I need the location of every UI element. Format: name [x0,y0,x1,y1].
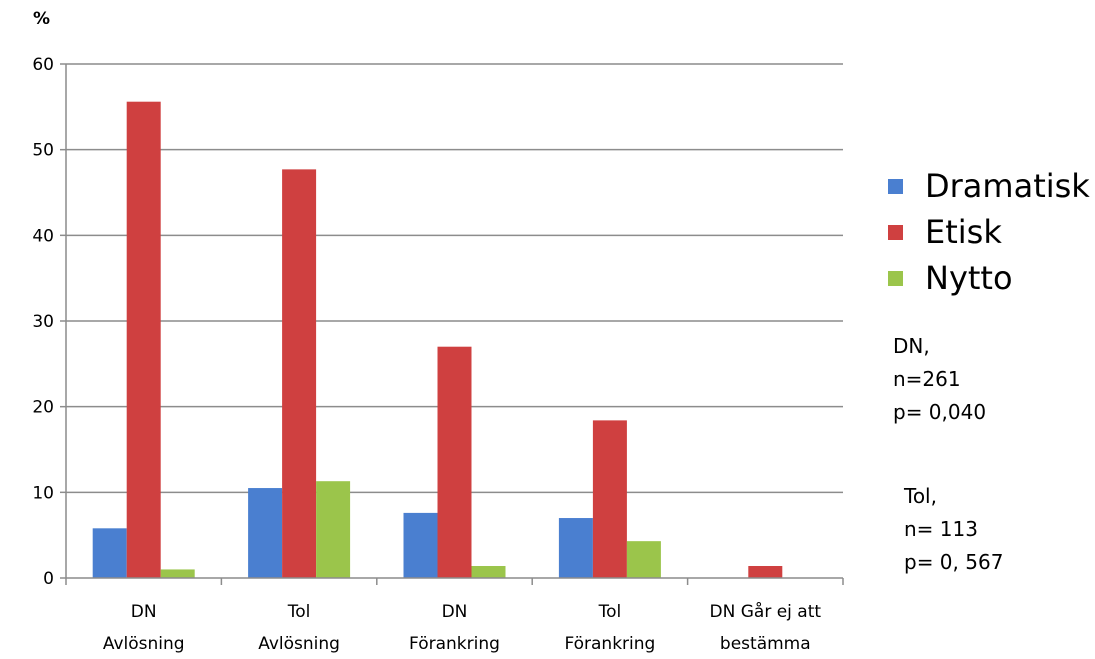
note-dn-line: n=261 [893,367,961,391]
legend-swatch-etisk [888,224,903,240]
bar-nytto [626,541,661,578]
y-tick-label: 20 [32,398,54,418]
x-tick-label: Förankring [409,634,500,654]
legend-swatch-nytto [888,270,903,286]
x-tick-label: bestämma [720,634,811,654]
legend: Dramatisk Etisk Nytto [888,163,1090,301]
x-tick-label: Avlösning [258,634,340,654]
x-tick-label: DN Går ej att [710,601,822,622]
bar-nytto [160,569,195,578]
bar-dramatisk [248,488,283,578]
note-dn: DN, n=261 p= 0,040 [893,330,986,429]
x-tick-label: Förankring [564,634,655,654]
y-axis-label: % [33,9,50,29]
bar-etisk [592,420,627,578]
bar-nytto [316,481,351,578]
note-dn-line: p= 0,040 [893,400,987,424]
bar-etisk [437,346,472,578]
y-tick-label: 40 [32,226,54,246]
bar-etisk [282,169,317,578]
y-tick-label: 30 [32,312,54,332]
note-tol-line: n= 113 [904,517,978,541]
legend-item-dramatisk: Dramatisk [888,163,1090,209]
legend-swatch-dramatisk [888,178,903,194]
note-tol: Tol, n= 113 p= 0, 567 [904,480,1003,579]
y-tick-label: 60 [32,55,54,75]
x-tick-label: Avlösning [103,634,185,654]
x-tick-label: DN [442,602,468,622]
bar-dramatisk [403,512,438,578]
bar-etisk [126,101,161,579]
legend-label-dramatisk: Dramatisk [925,167,1090,205]
note-tol-line: Tol, [904,484,937,508]
legend-item-nytto: Nytto [888,255,1090,301]
note-tol-line: p= 0, 567 [904,550,1004,574]
note-dn-line: DN, [893,334,930,358]
axis-labels: 0 10 20 30 40 50 60% DN Avlösning Tol Avlösning DN F… [32,9,821,654]
x-tick-label: Tol [287,602,311,622]
bars [92,101,783,579]
x-tick-label: Tol [598,602,622,622]
bar-etisk [748,566,783,578]
x-tick-label: DN [131,602,157,622]
legend-label-nytto: Nytto [925,259,1013,297]
y-tick-label: 50 [32,141,54,161]
legend-label-etisk: Etisk [925,213,1002,251]
gridlines [66,63,843,494]
bar-dramatisk [92,528,127,578]
legend-item-etisk: Etisk [888,209,1090,255]
y-tick-label: 10 [32,483,54,503]
bar-nytto [471,566,506,578]
axes [60,63,844,585]
bar-dramatisk [558,518,593,578]
y-tick-label: 0 [43,569,54,589]
